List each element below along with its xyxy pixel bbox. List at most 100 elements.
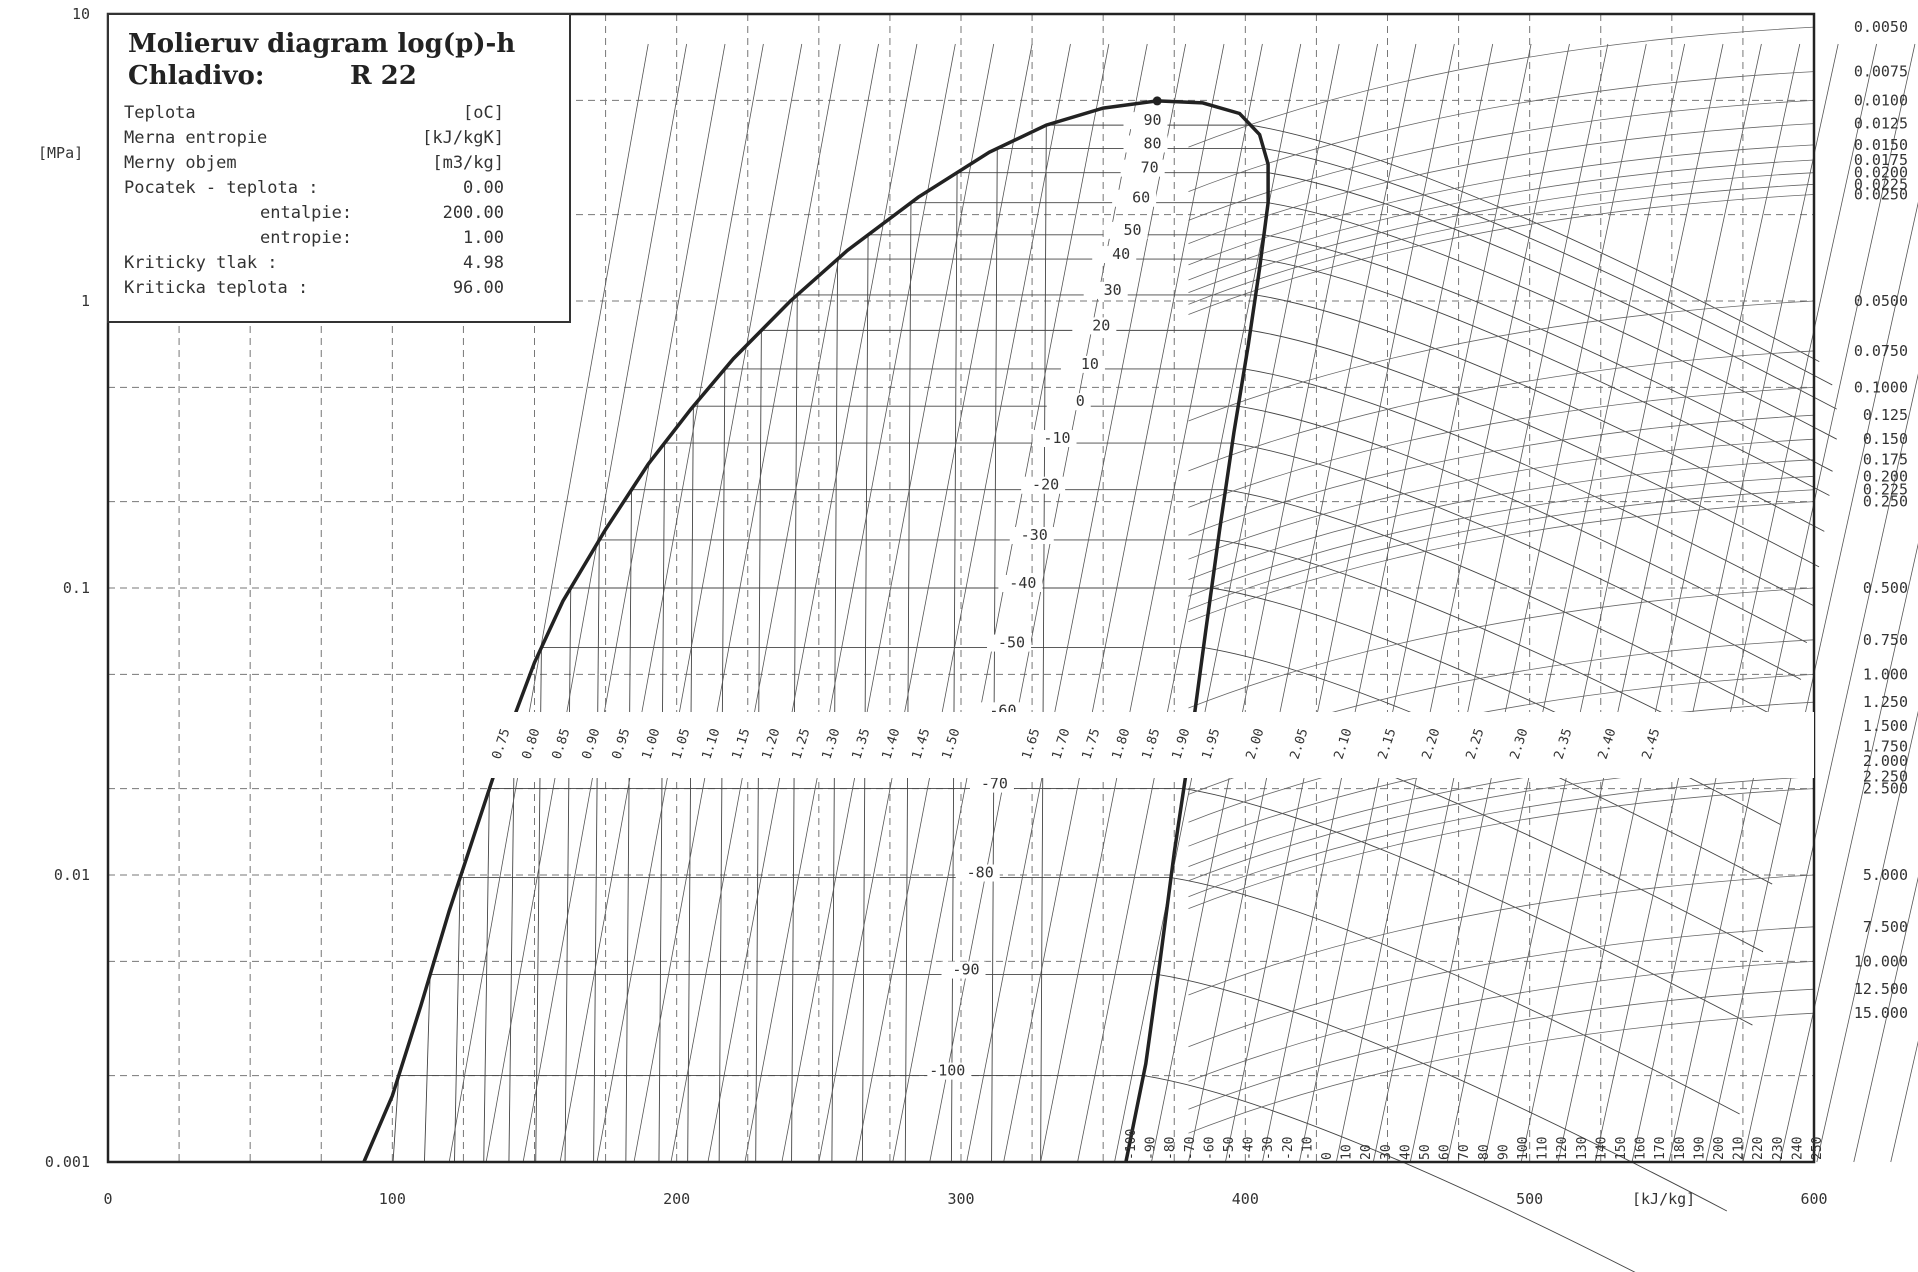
isotherm-label-bg <box>998 575 1043 592</box>
info-row-value: 200.00 <box>443 203 504 223</box>
isotherm-line <box>454 877 1740 1163</box>
isentrope-line <box>855 43 1071 1163</box>
isotherm-line <box>483 788 1753 1163</box>
isochore-line <box>1188 1012 1815 1134</box>
bottom-temp-label: 210 <box>1732 1137 1747 1160</box>
isentrope-line <box>1853 876 1918 1163</box>
y-tick-label: 0.01 <box>54 866 90 884</box>
specific-volume-label: 0.175 <box>1863 451 1908 469</box>
bottom-temp-label: 140 <box>1594 1137 1609 1160</box>
specific-volume-label: 0.0250 <box>1854 186 1908 204</box>
isochore-line <box>1188 788 1815 909</box>
isochore-line <box>1188 926 1815 1048</box>
isochore-line <box>1188 459 1815 581</box>
isotherm-label: 90 <box>1143 111 1161 129</box>
x-axis-label: [kJ/kg] <box>1632 1190 1695 1208</box>
specific-volume-label: 0.150 <box>1863 430 1908 448</box>
isotherm-label: -100 <box>929 1062 965 1080</box>
info-row-value: [oC] <box>463 103 504 123</box>
isentrope-line <box>892 43 1110 1163</box>
isentrope-line <box>1188 43 1417 1163</box>
info-row-value: 96.00 <box>453 278 504 298</box>
isentrope-line <box>633 43 841 1163</box>
y-tick-label: 0.1 <box>63 579 90 597</box>
y-tick-label: 10 <box>72 5 90 23</box>
isentrope-line <box>1483 43 1724 1163</box>
isentrope-line <box>559 43 764 1163</box>
specific-volume-label: 0.0150 <box>1854 136 1908 154</box>
info-row-value: 0.00 <box>463 178 504 198</box>
saturation-dome <box>362 96 1270 1163</box>
isotherm-label-bg <box>1072 317 1117 335</box>
isotherm-label: -20 <box>1032 476 1059 494</box>
isotherm-label-bg <box>955 864 1000 882</box>
isentrope-line <box>1040 43 1263 1163</box>
isochore-line <box>1188 960 1815 1082</box>
bottom-temp-label: -90 <box>1144 1137 1159 1160</box>
bottom-temp-label: 250 <box>1810 1137 1825 1160</box>
info-row-label: Merny objem <box>124 153 237 173</box>
isentrope-line <box>448 43 649 1163</box>
isotherm-label-bg <box>1112 189 1157 207</box>
isochore-line <box>1188 414 1815 536</box>
isotherm-label-bg <box>1021 476 1066 494</box>
info-row-value: [kJ/kgK] <box>422 128 504 148</box>
refrigerant-name: R 22 <box>350 61 417 91</box>
bottom-temp-label: 130 <box>1575 1137 1590 1160</box>
isotherm-label: 50 <box>1124 221 1142 239</box>
isochore-line <box>1188 123 1815 244</box>
isotherm-label: -70 <box>981 775 1008 793</box>
isotherm-label-bg <box>1120 159 1165 177</box>
info-row-label: Kriticka teplota : <box>124 278 308 298</box>
bottom-temp-label: 30 <box>1379 1144 1394 1160</box>
specific-volume-label: 0.225 <box>1863 481 1908 499</box>
bottom-temp-label: 50 <box>1418 1144 1433 1160</box>
bottom-temp-label: 170 <box>1653 1137 1668 1160</box>
specific-volume-labels: 0.00500.00750.01000.01250.01500.01750.02… <box>1854 18 1908 1022</box>
isentrope-line <box>1557 43 1801 1163</box>
isotherm-label: 80 <box>1143 134 1161 152</box>
specific-volume-label: 0.0175 <box>1854 151 1908 169</box>
specific-volume-label: 15.000 <box>1854 1004 1908 1022</box>
bottom-temp-label: -50 <box>1222 1137 1237 1160</box>
isentrope-line <box>596 43 803 1163</box>
isotherm-label: 20 <box>1092 316 1110 334</box>
isotherm-label-bg <box>1032 430 1077 448</box>
x-tick-label: 500 <box>1516 1190 1543 1208</box>
isochore-line <box>1188 194 1815 315</box>
isotherm-label: -50 <box>998 634 1025 652</box>
bottom-temp-label: 220 <box>1751 1137 1766 1160</box>
x-tick-label: 400 <box>1232 1190 1259 1208</box>
isentrope-labels: 0.75 0.80 0.85 0.90 0.95 1.00 1.05 1.10 1.15 1.20… <box>486 712 1814 778</box>
isochore-line <box>1188 350 1815 472</box>
specific-volume-label: 0.0200 <box>1854 164 1908 182</box>
specific-volume-label: 0.0225 <box>1854 175 1908 193</box>
y-axis-ticks: 10 1 0.1 0.01 0.001 <box>45 5 90 1171</box>
isotherm-label-bg <box>1092 246 1137 264</box>
isotherm-line <box>535 647 1773 1163</box>
isochore-line <box>1188 183 1815 305</box>
info-box: Molieruv diagram log(p)-h Chladivo: R 22… <box>107 13 571 323</box>
bottom-temp-label: -70 <box>1183 1137 1198 1160</box>
isotherm-line <box>687 405 1808 1163</box>
x-tick-label: 0 <box>103 1190 112 1208</box>
refrigerant-heading: Chladivo: <box>128 61 264 91</box>
isotherm-label: -30 <box>1021 526 1048 544</box>
isochore-line <box>1188 475 1815 597</box>
isotherm-label-bg <box>1083 281 1128 299</box>
isotherm-label: 0 <box>1076 392 1085 410</box>
bottom-temp-label: -100 <box>1124 1129 1139 1160</box>
isotherm-line <box>1040 124 1820 1163</box>
isochore-line <box>1188 988 1815 1110</box>
diagram-title: Molieruv diagram log(p)-h <box>128 29 515 59</box>
isotherm-label-bg <box>1060 355 1105 373</box>
isotherm-line <box>392 1075 1636 1272</box>
isentrope-line <box>1298 43 1532 1163</box>
saturation-curve <box>362 99 1270 1163</box>
bottom-temp-label: 90 <box>1496 1144 1511 1160</box>
isotherm-label: -40 <box>1009 574 1036 592</box>
info-row-label: Merna entropie <box>124 128 267 148</box>
y-tick-label: 0.001 <box>45 1153 90 1171</box>
isentrope-line <box>1225 43 1455 1163</box>
